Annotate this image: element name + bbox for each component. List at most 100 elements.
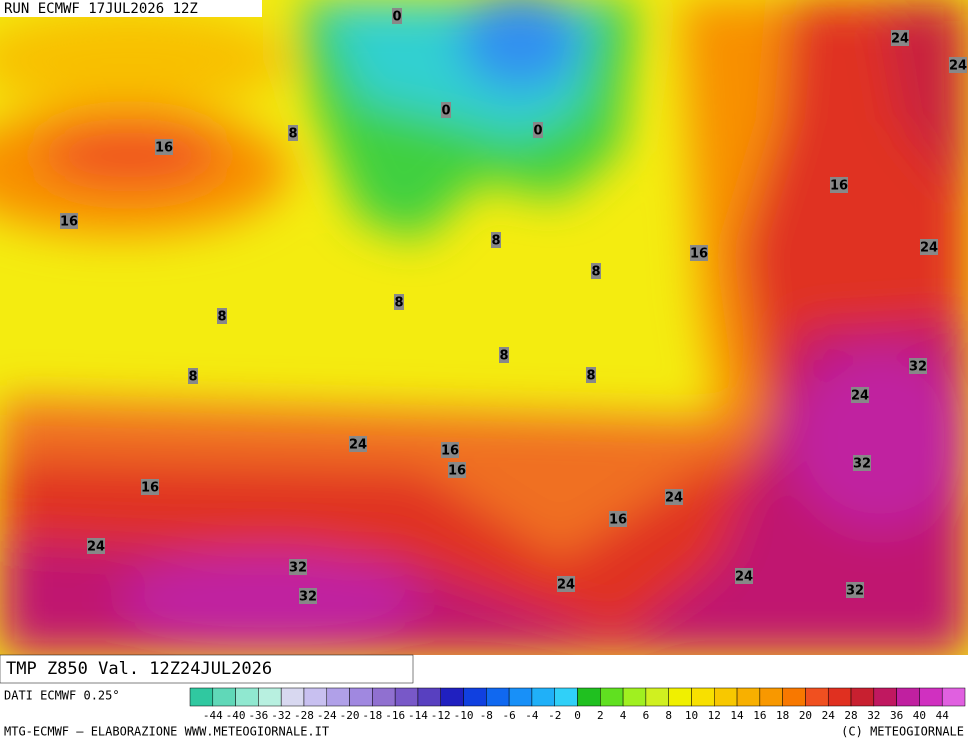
legend-label: 4 <box>620 709 627 722</box>
contour-label: 8 <box>288 127 297 142</box>
legend-cell <box>508 687 533 707</box>
legend-cell <box>759 687 783 707</box>
contour-label: 8 <box>586 369 595 384</box>
legend-cell <box>919 687 943 707</box>
legend-label: 8 <box>665 709 672 722</box>
legend-label: -14 <box>408 709 428 722</box>
contour-label: 8 <box>394 296 403 311</box>
contour-label: 24 <box>735 570 753 585</box>
legend-cell <box>827 687 852 707</box>
contour-label-box <box>586 367 596 383</box>
title-box <box>0 654 414 684</box>
legend-label: 18 <box>776 709 789 722</box>
legend-cell <box>714 687 738 707</box>
legend-label: 2 <box>597 709 604 722</box>
contour-label: 24 <box>557 578 575 593</box>
contour-label-box <box>853 455 871 471</box>
legend-cell <box>235 687 259 707</box>
legend-label: -4 <box>525 709 539 722</box>
contour-label-box <box>87 538 105 554</box>
legend-cell <box>600 687 624 707</box>
legend-label: -8 <box>480 709 493 722</box>
color-legend: -44 -40 -36 -32 -28 -24 -20 -18 -16 -14 -12 -10 -8 -6… <box>189 687 966 722</box>
copyright-label: (C) METEOGIORNALE <box>841 725 964 739</box>
legend-label: -36 <box>248 709 268 722</box>
legend-cell <box>280 687 305 707</box>
legend-cell <box>212 687 236 707</box>
contour-label-box <box>217 308 227 324</box>
legend-label: 14 <box>730 709 744 722</box>
contour-label: 32 <box>289 561 307 576</box>
contour-label: 8 <box>217 310 226 325</box>
legend-label: 40 <box>913 709 926 722</box>
contour-label-box <box>909 358 927 374</box>
contour-label: 8 <box>499 349 508 364</box>
contour-label-box <box>299 588 317 604</box>
contour-label: 16 <box>830 179 848 194</box>
legend-cell <box>440 687 464 707</box>
contour-label: 24 <box>891 32 909 47</box>
run-label: RUN ECMWF 17JUL2026 12Z <box>4 1 198 17</box>
contour-label-box <box>920 239 938 255</box>
contour-label-box <box>735 568 753 584</box>
legend-cell <box>577 687 601 707</box>
legend-label: 36 <box>890 709 903 722</box>
legend-label: -18 <box>362 709 382 722</box>
legend-cell <box>554 687 578 707</box>
contour-label-box <box>690 245 708 261</box>
contour-label: 16 <box>448 464 466 479</box>
contour-label-box <box>846 582 864 598</box>
legend-label: -28 <box>294 709 314 722</box>
legend-cell <box>896 687 920 707</box>
contour-label: 0 <box>533 124 542 139</box>
legend-cell <box>463 687 487 707</box>
contour-label: 16 <box>155 141 173 156</box>
contour-label-box <box>609 511 627 527</box>
contour-label: 16 <box>60 215 78 230</box>
contour-label-box <box>949 57 967 73</box>
contour-label-box <box>851 387 869 403</box>
legend-label: -40 <box>226 709 246 722</box>
legend-cell <box>303 687 328 707</box>
source-label: DATI ECMWF 0.25° <box>4 689 120 703</box>
legend-cell <box>941 687 966 707</box>
footer-title: TMP Z850 Val. 12Z24JUL2026 <box>6 659 272 679</box>
legend-cell <box>850 687 875 707</box>
contour-label: 0 <box>441 104 450 119</box>
contour-label: 32 <box>853 457 871 472</box>
contour-label: 8 <box>591 265 600 280</box>
contour-label-box <box>499 347 509 363</box>
contour-label-box <box>188 368 198 384</box>
contour-label-box <box>394 294 404 310</box>
contour-label-box <box>289 559 307 575</box>
contour-label-box <box>392 8 402 24</box>
contour-label-box <box>557 576 575 592</box>
legend-label: -32 <box>271 709 291 722</box>
contour-label: 8 <box>491 234 500 249</box>
legend-cell <box>189 687 214 707</box>
contour-label-box <box>141 479 159 495</box>
contour-label-box <box>533 122 543 138</box>
legend-cell <box>531 687 555 707</box>
contour-label: 0 <box>392 10 401 25</box>
contour-label-box <box>591 263 601 279</box>
legend-label: 28 <box>844 709 857 722</box>
legend-cell <box>691 687 715 707</box>
legend-cell <box>622 687 647 707</box>
contour-label-box <box>441 442 459 458</box>
legend-cell <box>417 687 441 707</box>
legend-label: -24 <box>317 709 337 722</box>
legend-label: 24 <box>822 709 836 722</box>
contour-label-box <box>441 102 451 118</box>
legend-label: -2 <box>548 709 561 722</box>
contour-label: 32 <box>846 584 864 599</box>
contour-label-box <box>830 177 848 193</box>
contour-label-box <box>288 125 298 141</box>
contour-label: 24 <box>949 59 967 74</box>
contour-label: 8 <box>188 370 197 385</box>
contour-label-box <box>155 139 173 155</box>
contour-label: 24 <box>349 438 367 453</box>
legend-label: 6 <box>643 709 650 722</box>
contour-label-box <box>448 462 466 478</box>
